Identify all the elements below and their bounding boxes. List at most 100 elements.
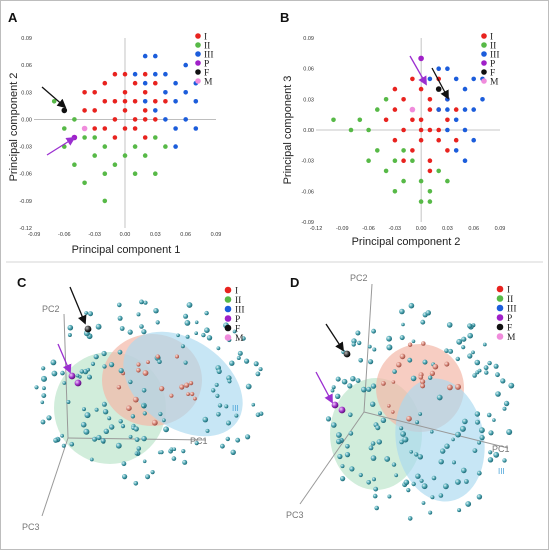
sphere-point <box>467 353 473 359</box>
data-point-i <box>401 158 406 163</box>
data-point-i <box>401 97 406 102</box>
legend-label: P <box>490 60 495 70</box>
sphere-point <box>185 334 190 339</box>
panel-a-letter: A <box>8 10 18 25</box>
sphere-point <box>193 396 197 401</box>
sphere-point <box>60 433 64 438</box>
sphere-point <box>107 416 112 421</box>
sphere-point <box>139 324 144 329</box>
sphere-point <box>341 378 348 385</box>
x-tick-label: -0.09 <box>28 232 41 238</box>
sphere-point <box>90 361 96 366</box>
panel-a-p-arrow <box>46 137 76 156</box>
data-point-ii <box>102 144 108 149</box>
panel-d-f-arrow <box>325 323 344 352</box>
sphere-point <box>141 435 147 442</box>
panel-c-pc2-label: PC2 <box>42 304 60 314</box>
data-point-i <box>92 126 97 131</box>
data-point-iii <box>462 127 468 133</box>
legend-marker <box>496 333 504 340</box>
data-point-ii <box>142 153 148 158</box>
sphere-point <box>86 367 90 372</box>
sphere-point <box>399 335 405 341</box>
sphere-point <box>443 483 449 490</box>
y-tick-label: 0.00 <box>303 128 314 134</box>
data-point-iii <box>471 76 477 82</box>
sphere-point <box>502 458 507 463</box>
data-point-i <box>410 117 415 123</box>
data-point-iii <box>471 137 477 143</box>
x-tick-label: 0.00 <box>120 232 131 238</box>
sphere-point <box>258 367 263 372</box>
sphere-point <box>386 335 392 342</box>
data-point-ii <box>357 117 363 123</box>
sphere-point <box>440 448 446 454</box>
sphere-point <box>476 494 483 500</box>
sphere-point <box>157 359 162 365</box>
panel-b-axes <box>316 38 500 222</box>
legend-label: M <box>235 334 244 344</box>
legend-marker <box>195 42 201 48</box>
sphere-point <box>391 380 396 384</box>
sphere-point <box>61 443 66 448</box>
data-point-ii <box>427 189 433 194</box>
sphere-point <box>372 477 376 482</box>
sphere-point <box>428 375 433 380</box>
sphere-point <box>194 331 198 336</box>
sphere-point <box>216 412 221 417</box>
data-point-iii <box>153 53 158 59</box>
sphere-point <box>448 348 454 354</box>
legend-label: III <box>204 51 214 61</box>
sphere-point <box>358 472 363 478</box>
sphere-point <box>118 419 123 424</box>
data-point-ii <box>331 117 336 123</box>
legend-marker <box>224 334 232 341</box>
sphere-point <box>430 429 434 434</box>
sphere-point <box>484 370 489 375</box>
sphere-point <box>102 409 109 415</box>
data-point-iii <box>183 90 188 95</box>
panel-b-xlabel: Principal component 2 <box>352 236 461 248</box>
panel-c-f-arrow <box>69 286 87 325</box>
sphere-point <box>142 411 147 416</box>
y-tick-label: -0.03 <box>19 145 32 151</box>
legend-label: II <box>490 42 496 52</box>
sphere-point <box>432 363 439 370</box>
x-tick-label: -0.12 <box>310 226 323 232</box>
sphere-point <box>87 374 92 380</box>
sphere-point <box>179 384 185 390</box>
sphere-point <box>368 445 374 451</box>
data-point-ii <box>401 148 406 153</box>
sphere-point <box>163 426 170 433</box>
x-tick-label: -0.03 <box>389 226 402 232</box>
y-tick-label: -0.03 <box>301 159 314 165</box>
sphere-point <box>41 375 47 382</box>
data-point-i <box>383 117 389 123</box>
data-point-ii <box>72 117 77 122</box>
data-point-ii <box>392 189 398 194</box>
data-point-i <box>418 117 424 123</box>
sphere-point <box>420 383 426 389</box>
m-point <box>74 379 82 387</box>
sphere-point <box>483 365 489 371</box>
sphere-point <box>467 332 474 339</box>
sphere-point <box>349 466 355 472</box>
sphere-point <box>83 428 90 435</box>
panel-c-cluster-label: III <box>232 404 239 413</box>
sphere-point <box>368 359 374 365</box>
sphere-point <box>41 366 46 371</box>
sphere-point <box>133 426 139 432</box>
data-point-ii <box>401 178 406 184</box>
data-point-i <box>418 86 424 92</box>
sphere-point <box>119 326 125 331</box>
data-point-i <box>453 137 459 143</box>
sphere-point <box>420 379 426 385</box>
sphere-point <box>89 457 94 462</box>
data-point-iii <box>132 71 138 77</box>
sphere-point <box>399 426 404 431</box>
sphere-point <box>202 416 209 423</box>
data-point-ii <box>163 144 168 149</box>
sphere-point <box>376 439 382 445</box>
